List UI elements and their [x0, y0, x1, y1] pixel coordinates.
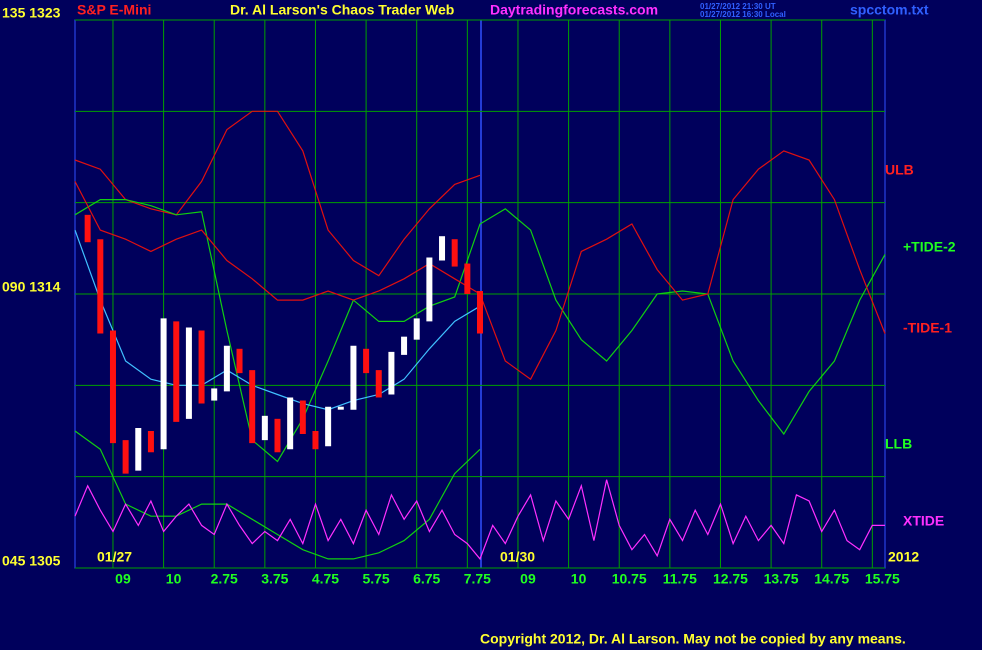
legend-entry: ULB — [885, 162, 914, 178]
symbol: S&P E-Mini — [77, 2, 151, 18]
x-tick-label: 6.75 — [413, 571, 440, 587]
x-tick-label: 10 — [571, 571, 587, 587]
legend-entry: XTIDE — [903, 513, 944, 529]
series-line — [74, 229, 481, 411]
x-tick-label: 09 — [115, 571, 131, 587]
x-tick-label: 4.75 — [312, 571, 339, 587]
x-tick-label: 14.75 — [814, 571, 849, 587]
grid — [75, 19, 885, 569]
x-tick-label: 12.75 — [713, 571, 748, 587]
x-tick-label: 10.75 — [612, 571, 647, 587]
x-tick-label: 2.75 — [211, 571, 238, 587]
x-tick-label: 5.75 — [362, 571, 389, 587]
site: Daytradingforecasts.com — [490, 2, 658, 18]
legend-entry: LLB — [885, 436, 912, 452]
x-tick-label: 15.75 — [865, 571, 900, 587]
series-line — [74, 430, 481, 560]
series-line — [74, 479, 885, 561]
x-tick-label: 10 — [166, 571, 182, 587]
x-tick-label: 7.75 — [464, 571, 491, 587]
time-local: 01/27/2012 16:30 Local — [700, 10, 786, 19]
date-label: 2012 — [888, 549, 919, 565]
date-label: 01/27 — [97, 549, 132, 565]
x-tick-label: 3.75 — [261, 571, 288, 587]
legend-entry: +TIDE-2 — [903, 239, 956, 255]
date-label: 01/30 — [500, 549, 535, 565]
series-line — [74, 110, 481, 277]
time-ut: 01/27/2012 21:30 UT — [700, 2, 776, 11]
y-tick-label: 135 1323 — [2, 5, 61, 21]
legend-entry: -TIDE-1 — [903, 320, 952, 336]
y-tick-label: 045 1305 — [2, 553, 61, 569]
y-tick-label: 090 1314 — [2, 279, 61, 295]
x-tick-label: 11.75 — [663, 571, 697, 587]
copyright: Copyright 2012, Dr. Al Larson. May not b… — [480, 631, 906, 647]
file-name: spcctom.txt — [850, 2, 929, 18]
marks — [74, 110, 886, 561]
x-tick-label: 13.75 — [764, 571, 799, 587]
series-line — [74, 199, 886, 463]
chart-title: Dr. Al Larson's Chaos Trader Web — [230, 2, 454, 18]
x-tick-label: 09 — [520, 571, 536, 587]
